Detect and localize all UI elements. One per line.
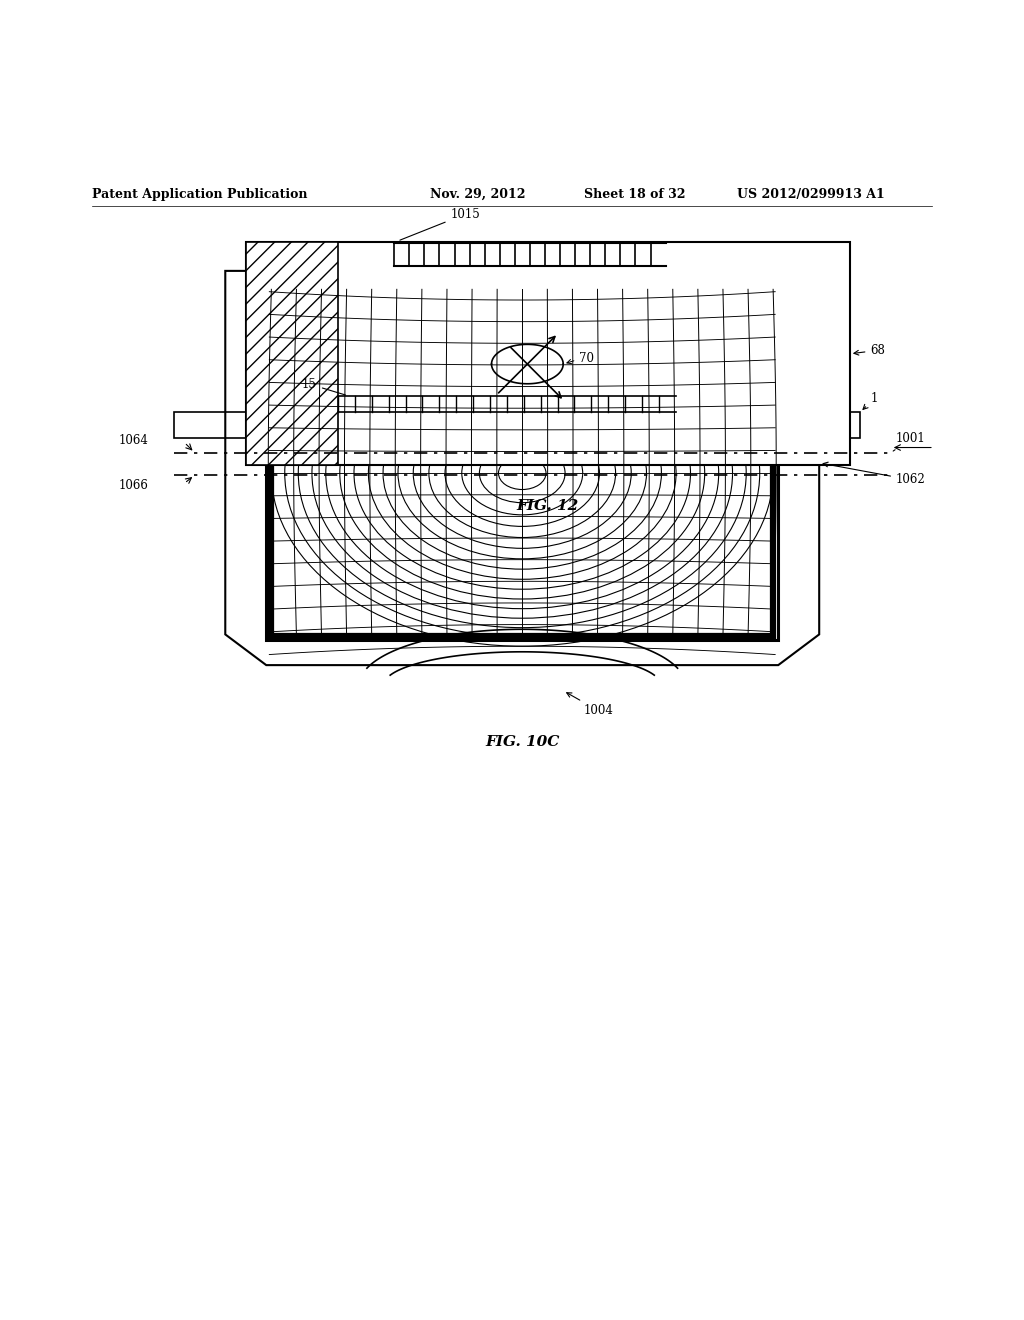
Text: Nov. 29, 2012: Nov. 29, 2012 (430, 187, 525, 201)
Text: FIG. 12: FIG. 12 (517, 499, 579, 513)
Text: 1066: 1066 (119, 479, 148, 492)
Text: Patent Application Publication: Patent Application Publication (92, 187, 307, 201)
Text: US 2012/0299913 A1: US 2012/0299913 A1 (737, 187, 885, 201)
Text: 1004: 1004 (566, 693, 613, 717)
Text: 1064: 1064 (119, 434, 148, 447)
Bar (174, 412, 860, 438)
Text: 1001: 1001 (893, 433, 926, 451)
Text: FIG. 10C: FIG. 10C (485, 735, 559, 748)
Bar (266, 286, 778, 639)
Text: 1: 1 (863, 392, 878, 409)
Text: 1015: 1015 (400, 207, 480, 240)
Bar (246, 242, 338, 466)
Text: 1062: 1062 (823, 462, 926, 486)
Bar (271, 289, 773, 636)
Text: Sheet 18 of 32: Sheet 18 of 32 (584, 187, 685, 201)
Bar (246, 242, 850, 466)
Text: 68: 68 (854, 343, 886, 356)
Text: 15: 15 (302, 378, 345, 395)
Text: 70: 70 (579, 352, 594, 366)
